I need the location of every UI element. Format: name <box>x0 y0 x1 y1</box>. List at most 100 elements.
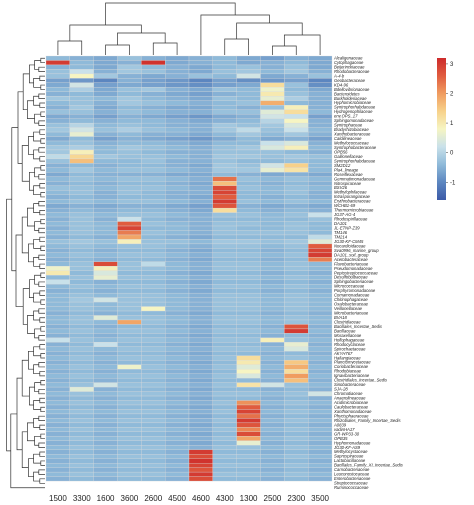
heatmap-cell <box>93 176 118 182</box>
heatmap-cell <box>93 261 118 267</box>
heatmap-cell <box>117 140 142 146</box>
heatmap-cell <box>236 445 261 450</box>
heatmap-cell <box>141 445 166 450</box>
heatmap-cell <box>165 252 190 258</box>
heatmap-cell <box>188 207 213 213</box>
heatmap-cell <box>141 462 166 468</box>
heatmap-cell <box>188 212 213 218</box>
heatmap-cell <box>188 449 213 455</box>
heatmap-cell <box>117 225 142 231</box>
heatmap-cell <box>141 212 166 218</box>
heatmap-cell <box>260 319 285 325</box>
heatmap-cell <box>212 230 237 236</box>
heatmap-cell <box>93 122 118 128</box>
heatmap-cell <box>165 136 190 142</box>
heatmap-cell <box>69 418 94 424</box>
heatmap-cell <box>236 96 261 101</box>
heatmap-cell <box>188 266 213 271</box>
row-label: Phycisphaeraceae <box>334 413 369 418</box>
dendrogram-branch <box>28 136 34 155</box>
heatmap-cell <box>188 306 213 312</box>
heatmap-cell <box>236 301 261 307</box>
heatmap-cell <box>308 194 333 200</box>
heatmap-cell <box>117 404 142 410</box>
heatmap-cell <box>165 462 190 468</box>
heatmap-cell <box>93 252 118 258</box>
row-label: Chromatiaceae <box>334 391 363 396</box>
heatmap-cell <box>117 252 142 258</box>
heatmap-cell <box>93 297 118 303</box>
heatmap-cell <box>212 284 237 289</box>
heatmap-cell <box>236 471 261 477</box>
heatmap-cell <box>117 136 142 142</box>
heatmap-cell <box>308 409 333 415</box>
heatmap-cell <box>69 114 94 119</box>
heatmap-cell <box>188 270 213 276</box>
heatmap-cell <box>236 360 261 365</box>
heatmap-cell <box>260 275 285 280</box>
heatmap-cell <box>141 158 166 164</box>
dendrogram-branch <box>38 227 45 234</box>
heatmap-cell <box>117 105 142 110</box>
heatmap-cell <box>212 154 237 160</box>
heatmap-cell <box>188 234 213 240</box>
heatmap-cell <box>117 230 142 236</box>
dendrogram-branch <box>39 210 45 216</box>
heatmap-cell <box>188 154 213 160</box>
heatmap-cell <box>188 288 213 294</box>
column-label: 4500 <box>168 494 186 503</box>
heatmap-cell <box>93 96 118 101</box>
heatmap-cell <box>284 172 309 177</box>
heatmap-cell <box>69 91 94 97</box>
heatmap-cell <box>308 234 333 240</box>
heatmap-cell <box>188 328 213 334</box>
heatmap-cell <box>45 252 70 258</box>
row-label: BVA18 <box>334 315 347 320</box>
heatmap-cell <box>284 199 309 204</box>
heatmap-cell <box>188 185 213 191</box>
heatmap-cell <box>308 422 333 428</box>
row-label: Sphingobacteriaceae <box>334 279 374 284</box>
heatmap-cell <box>45 203 70 209</box>
heatmap-cell <box>236 82 261 88</box>
heatmap-cell <box>188 391 213 397</box>
heatmap-cell <box>236 252 261 258</box>
heatmap-cell <box>236 266 261 271</box>
heatmap-cell <box>212 207 237 213</box>
heatmap-cell <box>165 422 190 428</box>
heatmap-cell <box>45 355 70 361</box>
heatmap-cell <box>69 462 94 468</box>
heatmap-cell <box>69 471 94 477</box>
heatmap-cell <box>45 163 70 169</box>
heatmap-cell <box>45 158 70 164</box>
heatmap-cell <box>284 109 309 115</box>
heatmap-cell <box>117 449 142 455</box>
heatmap-cell <box>212 413 237 419</box>
heatmap-cell <box>69 64 94 70</box>
column-label: 3300 <box>73 494 91 503</box>
heatmap-cell <box>45 145 70 151</box>
heatmap-cell <box>117 373 142 379</box>
heatmap-cell <box>212 82 237 88</box>
dendrogram-branch <box>38 308 45 314</box>
heatmap-cell <box>188 319 213 325</box>
heatmap-cell <box>212 252 237 258</box>
row-label: Chitinophagaceae <box>334 297 368 302</box>
heatmap-cell <box>308 243 333 249</box>
heatmap-cell <box>212 310 237 316</box>
row-label: JG30-KF-CM45 <box>333 239 364 244</box>
heatmap-cell <box>212 270 237 276</box>
dendrogram-branch <box>40 326 45 332</box>
dendrogram-branch <box>40 299 45 305</box>
heatmap-cell <box>284 395 309 401</box>
heatmap-cell <box>308 149 333 155</box>
heatmap-cell <box>284 64 309 70</box>
heatmap-cell <box>117 351 142 356</box>
heatmap-cell <box>93 270 118 276</box>
heatmap-cell <box>308 163 333 169</box>
heatmap-cell <box>141 82 166 88</box>
heatmap-cell <box>165 100 190 106</box>
heatmap-cell <box>236 122 261 128</box>
heatmap-cell <box>141 96 166 101</box>
heatmap-cell <box>117 176 142 182</box>
